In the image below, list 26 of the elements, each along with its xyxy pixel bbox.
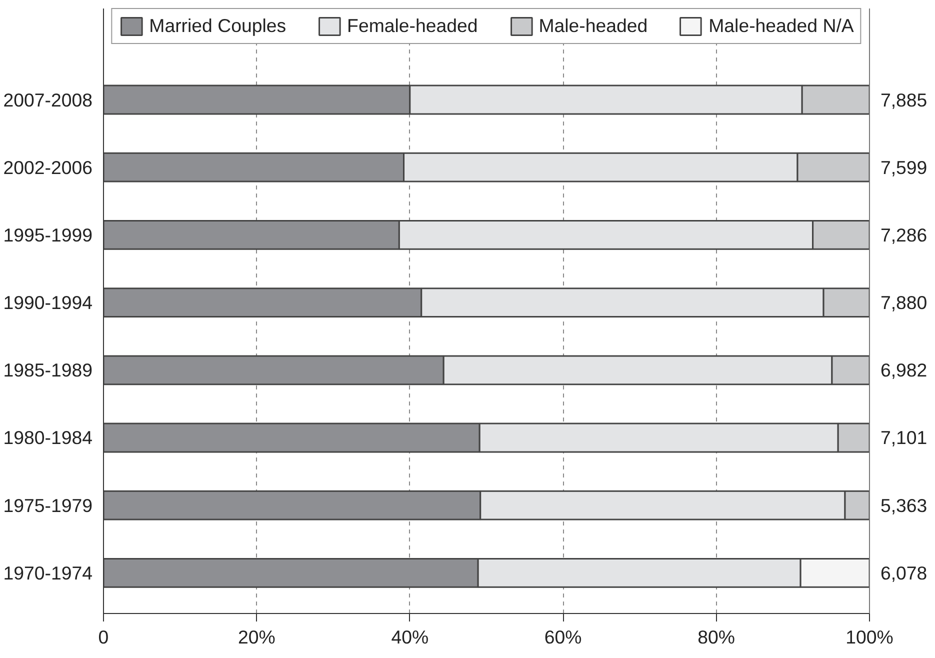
legend-label: Male-headed bbox=[538, 15, 648, 37]
text: 7,599 bbox=[880, 156, 928, 178]
text: 7,880 bbox=[880, 292, 928, 314]
y-tick-label: 1975-1979 bbox=[3, 494, 92, 516]
text: 7,286 bbox=[880, 224, 928, 246]
legend-label: Female-headed bbox=[347, 15, 478, 37]
x-tick-label: 80% bbox=[698, 626, 735, 648]
text: 6,982 bbox=[880, 360, 928, 381]
text: 7,101 bbox=[880, 427, 928, 448]
text: 7,885 bbox=[880, 89, 928, 110]
y-tick-label: 1985-1989 bbox=[3, 360, 92, 381]
legend-label: Married Couples bbox=[149, 15, 286, 37]
x-tick-label: 20% bbox=[238, 626, 276, 648]
text: 5,363 bbox=[880, 494, 928, 516]
x-tick-label: 100% bbox=[846, 626, 894, 648]
x-tick-label: 0 bbox=[98, 626, 109, 648]
legend-label: Male-headed N/A bbox=[708, 15, 854, 37]
y-tick-label: 2002-2006 bbox=[3, 156, 92, 178]
y-tick-label: 2007-2008 bbox=[3, 89, 92, 110]
y-tick-label: 1995-1999 bbox=[3, 224, 92, 246]
y-tick-label: 1990-1994 bbox=[3, 292, 92, 314]
text: 6,078 bbox=[880, 562, 928, 584]
y-tick-label: 1970-1974 bbox=[3, 562, 92, 584]
x-tick-label: 60% bbox=[544, 626, 582, 648]
x-tick-label: 40% bbox=[391, 626, 429, 648]
y-tick-label: 1980-1984 bbox=[3, 427, 92, 448]
